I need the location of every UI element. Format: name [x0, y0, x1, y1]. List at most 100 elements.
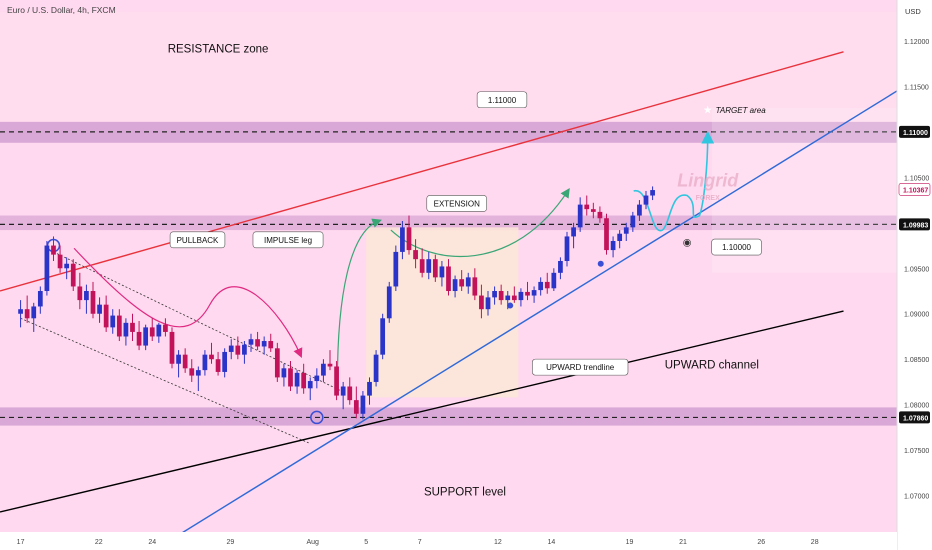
time-tick-label: 19 — [626, 539, 634, 546]
candle-body — [617, 233, 623, 241]
candle-body — [163, 324, 168, 332]
projection-path — [633, 130, 715, 232]
candle-body — [77, 286, 83, 301]
price-tag-label: 1.09983 — [903, 222, 928, 229]
resistance-band — [0, 121, 897, 143]
annotation-pullback: PULLBACK — [177, 236, 219, 245]
candle-body — [307, 381, 313, 389]
candle-body — [44, 245, 50, 292]
candle-body — [97, 304, 102, 314]
candle-body — [347, 386, 353, 401]
annotation-box — [476, 91, 528, 109]
candle-body — [604, 218, 609, 251]
candle-body — [531, 290, 537, 296]
candle-body — [84, 291, 89, 301]
annotations-layer: RESISTANCE zone 1.11000 TARGET area EXTENSI… — [168, 44, 767, 499]
time-tick-label: 12 — [494, 539, 502, 546]
candle-body — [426, 259, 432, 273]
candle-body — [149, 327, 155, 337]
candle-body — [643, 195, 649, 205]
price-tick-label: 1.12000 — [904, 39, 929, 46]
candle-body — [24, 309, 30, 319]
annotation-impulse-leg: IMPULSE leg — [264, 236, 312, 245]
time-tick-label: Aug — [306, 539, 319, 546]
candle-body — [637, 204, 642, 216]
candle-body — [406, 227, 412, 251]
candle-body — [156, 324, 162, 337]
time-tick-label: 21 — [679, 539, 687, 546]
trendline-touch-2 — [597, 260, 604, 267]
eye-icon: ◉ — [683, 238, 692, 249]
price-tick-label: 1.08000 — [904, 403, 929, 410]
candle-body — [18, 309, 23, 314]
upward-trendline-line — [168, 90, 898, 542]
candle-body — [610, 240, 616, 251]
candle-body — [400, 227, 405, 252]
symbol-header: Euro / U.S. Dollar, 4h, FXCM — [7, 5, 116, 15]
annotation-extension: EXTENSION — [434, 199, 480, 208]
price-axis-background — [897, 0, 932, 550]
lines-layer — [0, 51, 898, 542]
pivot-circle-bottom — [310, 410, 324, 425]
candle-body — [340, 386, 346, 396]
candle-body — [650, 190, 655, 196]
candle-body — [373, 354, 379, 382]
candle-body — [630, 215, 636, 228]
candle-body — [103, 304, 109, 328]
candle-body — [321, 363, 326, 376]
candle-body — [202, 354, 208, 371]
annotation-1-10000: 1.10000 — [722, 243, 751, 252]
candle-body — [564, 236, 570, 261]
candle-body — [590, 209, 596, 212]
candle-body — [90, 291, 96, 314]
star-icon: ★ — [703, 105, 713, 117]
candle-body — [577, 204, 583, 228]
trendline-touch-1 — [507, 302, 514, 309]
time-tick-label: 5 — [364, 539, 368, 546]
time-tick-label: 26 — [757, 539, 765, 546]
candle-body — [228, 345, 234, 352]
price-axis[interactable]: 1.12000 1.11500 1.10500 1.09500 1.09000 1.085… — [896, 0, 932, 550]
candle-body — [235, 345, 241, 355]
candle-body — [189, 368, 195, 376]
candle-body — [623, 227, 629, 234]
price-tag-label: 1.07860 — [903, 415, 928, 422]
upward-channel-bottom-line — [0, 310, 844, 513]
watermark-lingrid: Lingrid — [677, 170, 739, 190]
candle-body — [182, 354, 188, 369]
price-tick-label: 1.11500 — [904, 84, 929, 91]
candle-body — [544, 281, 550, 289]
candle-body — [110, 315, 116, 328]
candle-body — [222, 351, 228, 372]
candle-body — [255, 339, 260, 347]
candle-body — [294, 372, 300, 387]
time-tick-label: 28 — [811, 539, 819, 546]
candle-body — [334, 366, 339, 396]
candle-body — [465, 277, 471, 287]
time-tick-label: 24 — [148, 539, 156, 546]
annotation-box — [532, 358, 629, 376]
annotation-upward-channel: UPWARD channel — [665, 359, 759, 371]
candle-body — [261, 341, 267, 347]
candle-body — [288, 368, 293, 387]
candle-body — [215, 359, 221, 372]
price-tick-label: 1.07500 — [904, 448, 929, 455]
candle-body — [242, 344, 247, 355]
time-axis[interactable]: 17 22 24 29 Aug 5 7 12 14 19 21 26 28 — [0, 532, 897, 550]
pullback-lower-line — [20, 317, 309, 444]
candle-body — [432, 259, 438, 278]
candle-body — [195, 370, 201, 376]
price-tag — [898, 183, 931, 196]
candle-body — [130, 322, 135, 332]
candle-body — [360, 395, 366, 414]
candle-body — [452, 279, 458, 292]
impulse-arrow — [336, 218, 382, 382]
candle-body — [551, 272, 557, 289]
price-tick-label: 1.07000 — [904, 494, 929, 501]
candle-body — [37, 291, 43, 307]
price-tick-label: 1.08500 — [904, 357, 929, 364]
candle-body — [70, 263, 76, 287]
candle-body — [459, 279, 465, 287]
